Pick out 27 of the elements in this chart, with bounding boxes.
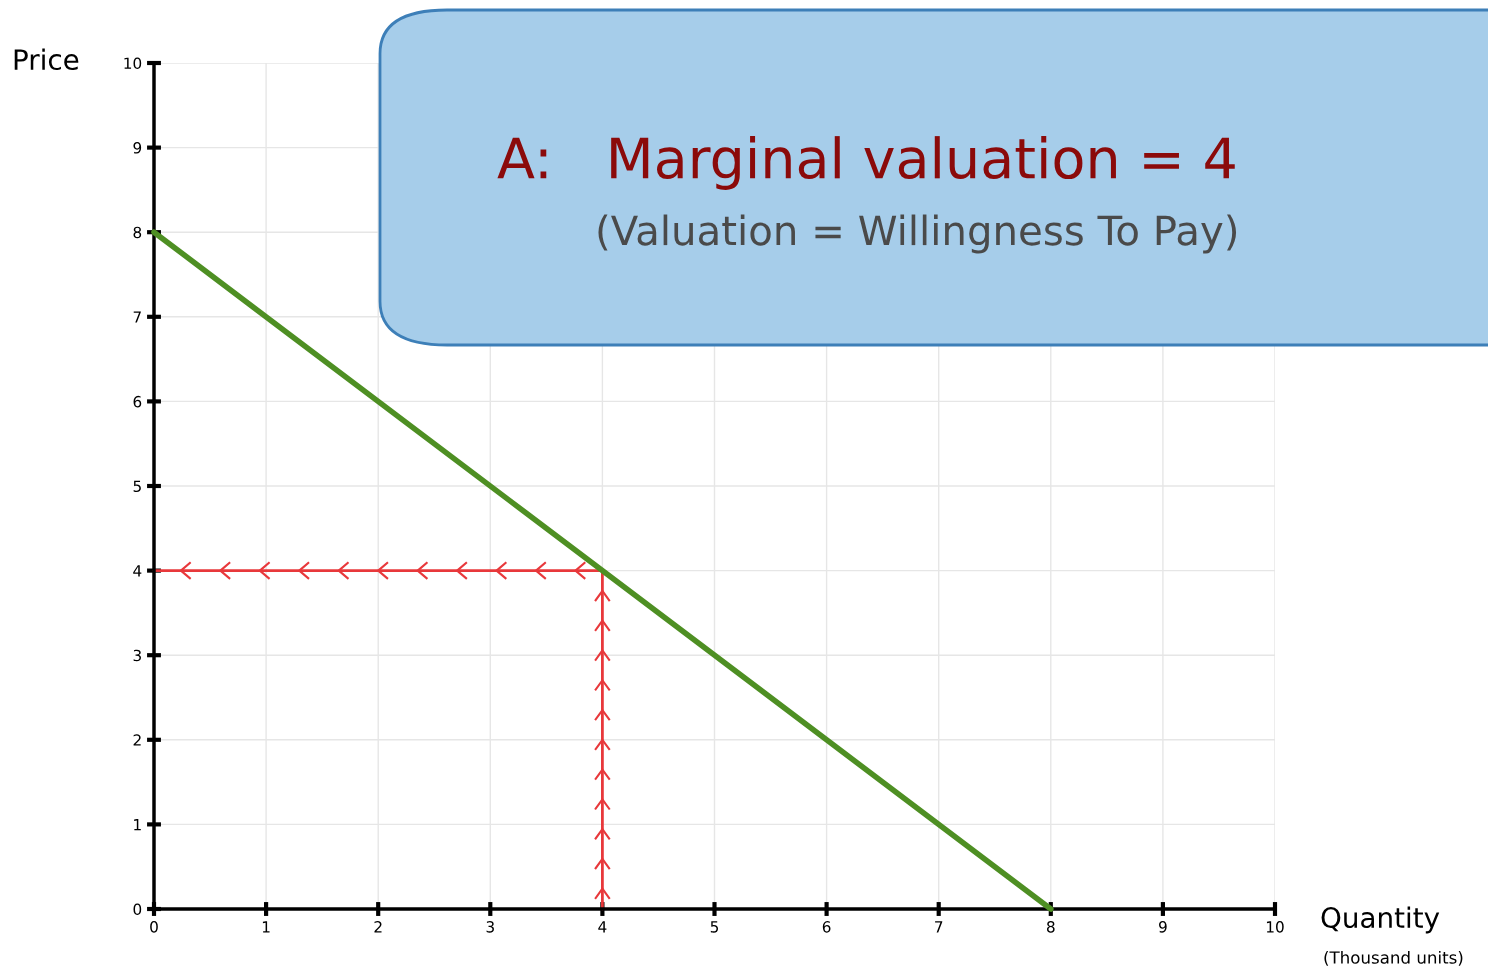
y-tick-label: 3: [133, 649, 141, 662]
x-tick-label: 9: [1159, 921, 1167, 933]
y-tick-label: 0: [133, 903, 142, 916]
y-tick-label: 10: [124, 57, 142, 70]
x-tick-label: 5: [710, 921, 719, 933]
annotation: A: Marginal valuation = 4: [497, 136, 1235, 190]
x-tick-label: 1: [262, 921, 270, 933]
x-tick-label: 4: [598, 921, 607, 933]
text: (Thousand units): [1324, 950, 1463, 966]
x-tick-label: 10: [1266, 921, 1284, 933]
y-tick-label: 2: [133, 734, 141, 746]
annotation: (Valuation = Willingness To Pay): [598, 214, 1237, 254]
y-tick-label: 6: [133, 395, 142, 408]
x-tick-label: 7: [935, 921, 943, 933]
x-tick-label: 6: [822, 921, 831, 933]
x-tick-label: 0: [150, 921, 158, 933]
x-tick-label: 3: [486, 921, 494, 933]
x-tick-label: 2: [374, 921, 382, 933]
x-tick-label: 8: [1046, 921, 1055, 933]
y-tick-label: 9: [133, 142, 142, 154]
y-tick-label: 8: [133, 226, 142, 239]
x-axis-title: Quantity: [1321, 906, 1440, 934]
y-tick-label: 4: [133, 565, 142, 577]
y-tick-label: 5: [133, 480, 141, 493]
y-tick-label: 1: [134, 819, 141, 831]
y-axis-title: Price: [14, 48, 79, 71]
y-tick-label: 7: [133, 311, 141, 323]
